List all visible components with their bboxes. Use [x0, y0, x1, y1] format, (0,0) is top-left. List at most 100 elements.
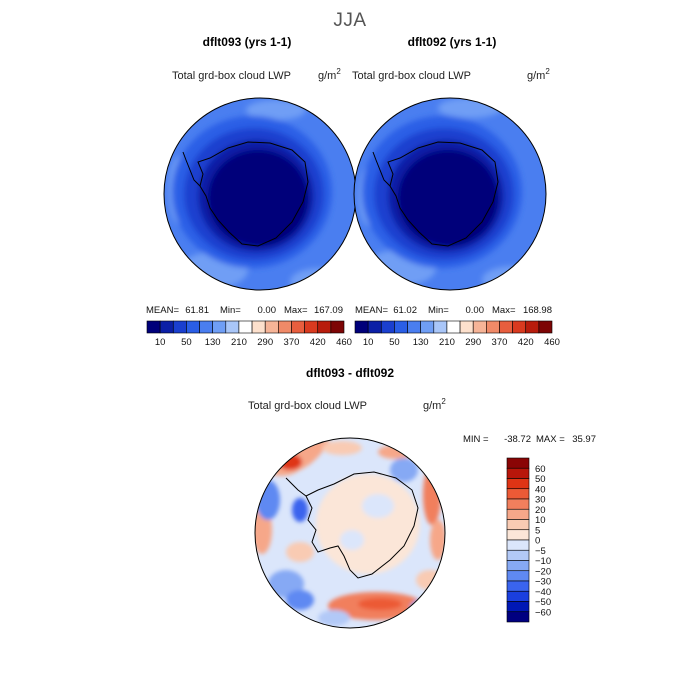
colorbar-difference-tick-label: −40: [535, 587, 551, 598]
panel-left-units-exp: 2: [336, 67, 341, 76]
panel-left-units: g/m2: [318, 67, 341, 82]
diff-max-value: 35.97: [572, 434, 596, 445]
colorbar-difference-tick-label: −60: [535, 607, 551, 618]
diff-panel-units: g/m2: [423, 397, 446, 412]
antarctica-outline-left: [197, 141, 309, 247]
colorbar-left-tick-label: 210: [231, 337, 247, 348]
colorbar-left-swatch: [317, 320, 332, 334]
panel-left-max-label: Max=: [284, 305, 308, 316]
diff-panel-title: dflt093 - dflt092: [306, 366, 394, 380]
colorbar-difference-tick-label: 5: [535, 525, 540, 536]
panel-left-units-base: g/m: [318, 70, 336, 82]
colorbar-right-tick-label: 130: [413, 337, 429, 348]
figure-title: JJA: [333, 10, 366, 31]
colorbar-difference-swatch: [506, 539, 530, 551]
colorbar-difference-swatch: [506, 590, 530, 602]
diff-panel-units-base: g/m: [423, 400, 441, 412]
colorbar-left-swatch: [251, 320, 266, 334]
map-difference: [255, 438, 445, 628]
colorbar-difference-swatch: [506, 601, 530, 613]
colorbar-right-tick-label: 370: [492, 337, 508, 348]
colorbar-difference-swatch: [506, 529, 530, 541]
panel-left-title: dflt093 (yrs 1-1): [203, 35, 292, 49]
panel-right-title: dflt092 (yrs 1-1): [408, 35, 497, 49]
panel-left-variable: Total grd-box cloud LWP: [172, 70, 291, 82]
antarctica-outline-right: [387, 141, 499, 247]
colorbar-left-swatch: [330, 320, 345, 334]
panel-right: dflt092 (yrs 1-1) Total grd-box cloud LW…: [352, 35, 560, 348]
colorbar-difference-swatch: [506, 611, 530, 623]
colorbar-left-swatch: [264, 320, 279, 334]
panel-right-units-base: g/m: [527, 70, 545, 82]
colorbar-left-tick-label: 130: [205, 337, 221, 348]
panel-right-mean-label: MEAN=: [355, 305, 388, 316]
colorbar-right-tick-label: 460: [544, 337, 560, 348]
diff-panel-variable: Total grd-box cloud LWP: [248, 400, 367, 412]
diff-panel-stats: MIN = -38.72 MAX = 35.97: [463, 434, 596, 445]
colorbar-left-tick-label: 370: [284, 337, 300, 348]
colorbar-right-swatch: [354, 320, 369, 334]
panel-right-max-label: Max=: [492, 305, 516, 316]
peninsula-outline-left: [182, 151, 201, 187]
diff-min-label: MIN =: [463, 434, 489, 445]
diff-panel-units-exp: 2: [441, 397, 446, 406]
colorbar-right-tick-label: 50: [389, 337, 400, 348]
colorbar-difference-tick-label: −30: [535, 577, 551, 588]
colorbar-left-swatch: [186, 320, 200, 334]
colorbar-right-swatch: [380, 320, 395, 334]
colorbar-right-tick-label: 210: [439, 337, 455, 348]
panel-right-mean-value: 61.02: [393, 305, 417, 316]
colorbar-difference-swatch: [506, 508, 530, 520]
peninsula-outline-right: [372, 151, 391, 187]
colorbar-difference-swatch: [506, 457, 530, 469]
colorbar-difference-tick-label: 60: [535, 464, 546, 475]
panel-right-units: g/m2: [527, 67, 550, 82]
colorbar-left-tick-label: 10: [155, 337, 166, 348]
colorbar-left-swatch: [278, 320, 292, 334]
colorbar-difference-tick-label: 20: [535, 505, 546, 516]
colorbar-left: [146, 320, 345, 334]
colorbar-right-swatch: [499, 320, 513, 334]
colorbar-difference-tick-label: 50: [535, 474, 546, 485]
panel-left-min-value: 0.00: [258, 305, 277, 316]
colorbar-right-swatch: [512, 320, 527, 334]
antarctica-outline-diff: [305, 471, 419, 579]
colorbar-right-tick-label: 10: [363, 337, 374, 348]
colorbar-difference-swatch: [506, 560, 530, 572]
colorbar-difference-swatch: [506, 549, 530, 561]
colorbar-right-swatch: [472, 320, 487, 334]
colorbar-difference-swatch: [506, 488, 530, 500]
colorbar-difference-swatch: [506, 478, 530, 490]
colorbar-right-ticks: 10 50 130 210 290 370 420 460: [363, 337, 560, 348]
colorbar-left-tick-label: 420: [310, 337, 326, 348]
panel-difference: dflt093 - dflt092 Total grd-box cloud LW…: [248, 366, 596, 629]
panel-right-min-value: 0.00: [466, 305, 485, 316]
colorbar-difference-tick-label: −10: [535, 556, 551, 567]
panel-right-units-exp: 2: [545, 67, 550, 76]
panel-right-stats: MEAN= 61.02 Min= 0.00 Max= 168.98: [355, 305, 552, 316]
colorbar-difference-tick-label: 10: [535, 515, 546, 526]
panel-left-min-label: Min=: [220, 305, 241, 316]
panel-left-mean-value: 61.81: [185, 305, 209, 316]
colorbar-difference: [506, 457, 530, 623]
panel-left-max-value: 167.09: [314, 305, 343, 316]
colorbar-right-swatch: [538, 320, 553, 334]
colorbar-left-swatch: [304, 320, 319, 334]
map-left: [164, 98, 356, 290]
colorbar-left-swatch: [238, 320, 253, 334]
colorbar-right-swatch: [420, 320, 435, 334]
colorbar-left-tick-label: 460: [336, 337, 352, 348]
colorbar-difference-swatch: [506, 570, 530, 582]
colorbar-difference-swatch: [506, 519, 530, 531]
panel-right-variable: Total grd-box cloud LWP: [352, 70, 471, 82]
colorbar-right-swatch: [486, 320, 500, 334]
colorbar-right-swatch: [525, 320, 540, 334]
colorbar-right-tick-label: 420: [518, 337, 534, 348]
colorbar-difference-tick-label: −20: [535, 566, 551, 577]
colorbar-left-swatch: [199, 320, 213, 334]
colorbar-right-swatch: [433, 320, 448, 334]
panel-right-max-value: 168.98: [523, 305, 552, 316]
colorbar-difference-swatch: [506, 467, 530, 479]
